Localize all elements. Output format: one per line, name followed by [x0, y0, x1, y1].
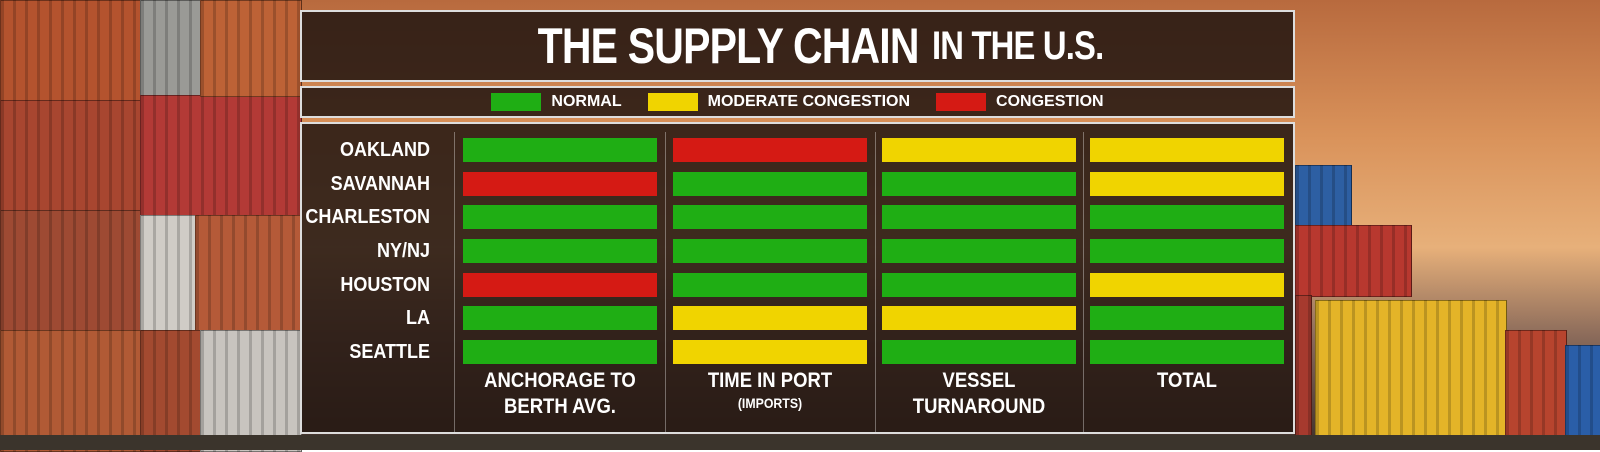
legend: NORMAL MODERATE CONGESTION CONGESTION	[300, 86, 1295, 118]
status-cell	[463, 273, 657, 297]
column-subtitle: (IMPORTS)	[737, 395, 803, 411]
divider	[454, 132, 455, 432]
column-title: TOTAL	[1157, 369, 1217, 392]
status-cell	[1090, 306, 1284, 330]
container	[0, 0, 142, 102]
column-subtitle: BERTH AVG.	[504, 395, 616, 418]
status-cell	[463, 138, 657, 162]
title: THE SUPPLY CHAIN	[537, 18, 919, 74]
status-cell	[882, 273, 1076, 297]
column-subtitle: TURNAROUND	[912, 395, 1046, 418]
container	[0, 100, 142, 212]
legend-item: CONGESTION	[936, 93, 1104, 111]
status-cell	[673, 205, 867, 229]
container	[195, 215, 302, 332]
status-cell	[673, 172, 867, 196]
legend-label: MODERATE CONGESTION	[707, 93, 911, 110]
status-cell	[882, 172, 1076, 196]
status-cell	[673, 273, 867, 297]
container	[1295, 165, 1352, 227]
container	[140, 95, 302, 217]
container	[200, 330, 302, 452]
legend-label: NORMAL	[551, 93, 622, 110]
column-title: VESSEL	[942, 369, 1016, 392]
title-bar: THE SUPPLY CHAIN IN THE U.S.	[300, 10, 1295, 82]
container	[140, 0, 202, 97]
container	[1565, 345, 1600, 437]
column-title: ANCHORAGE TO	[484, 369, 636, 392]
status-cell	[673, 138, 867, 162]
container	[1295, 295, 1312, 437]
divider	[665, 132, 666, 432]
port-label: HOUSTON	[340, 274, 430, 296]
status-cell	[1090, 172, 1284, 196]
container	[1315, 300, 1507, 437]
status-cell	[463, 239, 657, 263]
status-cell	[1090, 340, 1284, 364]
ground	[0, 435, 1600, 450]
legend-swatch	[647, 93, 698, 111]
status-cell	[882, 239, 1076, 263]
port-label: NY/NJ	[376, 240, 430, 262]
status-cell	[882, 138, 1076, 162]
port-label: SAVANNAH	[330, 173, 430, 195]
status-cell	[463, 340, 657, 364]
legend-swatch	[936, 93, 987, 111]
port-label: LA	[405, 307, 430, 329]
status-cell	[882, 340, 1076, 364]
port-label: OAKLAND	[340, 139, 430, 161]
legend-item: MODERATE CONGESTION	[647, 93, 911, 111]
title-suffix: IN THE U.S.	[932, 23, 1104, 68]
status-cell	[1090, 205, 1284, 229]
status-cell	[673, 306, 867, 330]
status-cell	[673, 239, 867, 263]
container	[0, 210, 142, 332]
column-header: TIME IN PORT (IMPORTS)	[682, 368, 858, 412]
status-cell	[463, 172, 657, 196]
status-grid: OAKLAND SAVANNAH CHARLESTON NY/NJ HOUSTON LA S…	[300, 122, 1295, 434]
port-label: CHARLESTON	[305, 206, 430, 228]
status-cell	[673, 340, 867, 364]
container	[1505, 330, 1567, 437]
status-cell	[1090, 273, 1284, 297]
column-header: VESSEL TURNAROUND	[891, 368, 1067, 420]
container	[140, 330, 202, 452]
legend-label: CONGESTION	[996, 93, 1104, 110]
port-label: SEATTLE	[349, 341, 430, 363]
status-cell	[1090, 138, 1284, 162]
column-title: TIME IN PORT	[707, 369, 833, 392]
status-cell	[1090, 239, 1284, 263]
column-header: ANCHORAGE TO BERTH AVG.	[472, 368, 648, 420]
column-header: TOTAL	[1099, 368, 1275, 394]
divider	[1083, 132, 1084, 432]
container	[140, 215, 197, 332]
status-cell	[882, 205, 1076, 229]
legend-item: NORMAL	[491, 93, 622, 111]
legend-swatch	[491, 93, 542, 111]
container	[1295, 225, 1412, 297]
container	[0, 330, 142, 452]
status-cell	[882, 306, 1076, 330]
status-cell	[463, 205, 657, 229]
status-cell	[463, 306, 657, 330]
divider	[875, 132, 876, 432]
container	[200, 0, 302, 97]
